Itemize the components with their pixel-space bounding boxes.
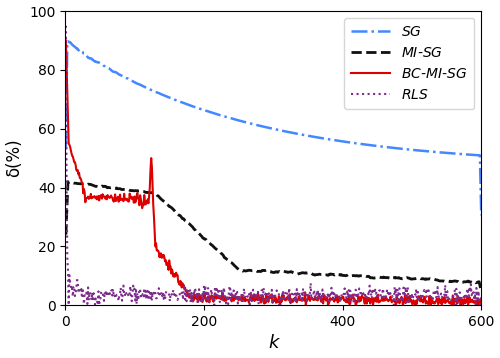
Y-axis label: δ(%): δ(%) [6,139,24,178]
$BC$-$MI$-$SG$ [170,270,175,274]
$SG$ [376,144,382,149]
$MI$-$SG$ [170,207,176,212]
$BC$-$MI$-$SG$ [63,38,69,43]
$RLS$ [252,293,258,297]
$BC$-$MI$-$SG$ [341,298,347,303]
$BC$-$MI$-$SG$ [376,299,382,303]
$SG$ [170,97,176,101]
$MI$-$SG$ [65,180,71,184]
$RLS$ [137,287,143,291]
$MI$-$SG$ [137,189,143,193]
$RLS$ [308,297,314,302]
$RLS$ [66,303,71,307]
Line: $RLS$: $RLS$ [66,26,482,305]
$BC$-$MI$-$SG$ [308,295,314,299]
Legend: $SG$, $MI$-$SG$, $BC$-$MI$-$SG$, $RLS$: $SG$, $MI$-$SG$, $BC$-$MI$-$SG$, $RLS$ [344,18,474,109]
$BC$-$MI$-$SG$ [478,296,484,301]
Line: $BC$-$MI$-$SG$: $BC$-$MI$-$SG$ [66,40,482,305]
$MI$-$SG$ [308,271,314,276]
$BC$-$MI$-$SG$ [136,203,142,207]
$MI$-$SG$ [341,273,347,277]
$RLS$ [341,291,347,295]
$RLS$ [478,292,484,297]
$RLS$ [63,24,69,28]
$MI$-$SG$ [63,232,69,237]
Line: $MI$-$SG$: $MI$-$SG$ [66,182,482,291]
$SG$ [65,39,71,43]
$SG$ [308,134,314,139]
$RLS$ [376,288,382,292]
X-axis label: k: k [268,334,278,352]
$RLS$ [170,288,176,292]
$MI$-$SG$ [252,269,258,273]
$MI$-$SG$ [478,289,484,294]
$SG$ [478,213,484,217]
$MI$-$SG$ [376,275,382,279]
$BC$-$MI$-$SG$ [303,303,309,307]
$BC$-$MI$-$SG$ [251,292,257,297]
$SG$ [137,82,143,87]
$SG$ [63,145,69,149]
$SG$ [341,140,347,144]
$SG$ [252,122,258,127]
Line: $SG$: $SG$ [66,41,482,215]
